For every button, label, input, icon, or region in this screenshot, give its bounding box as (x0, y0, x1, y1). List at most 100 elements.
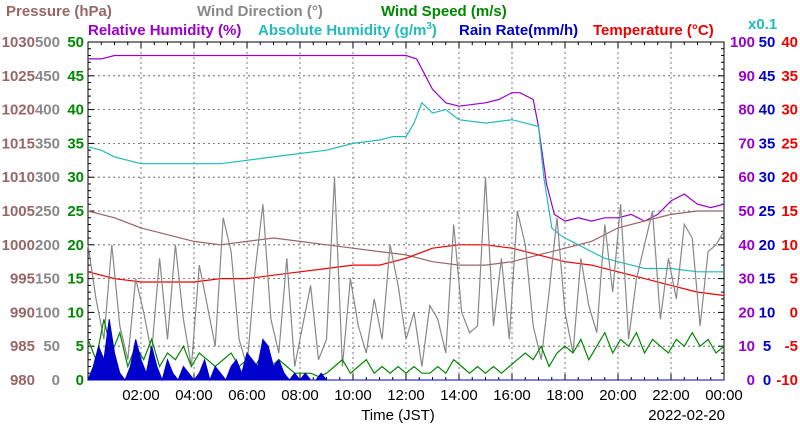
y-tick-label-wind_speed: 20 (67, 237, 84, 254)
x-tick-label: 08:00 (281, 387, 319, 404)
y-tick-label-wind_speed: 40 (67, 102, 84, 119)
y-tick-label-wind_direction: 0 (52, 372, 60, 389)
legend-absolute-humidity-sup: 3 (426, 21, 432, 32)
legend-relative-humidity: Relative Humidity (%) (88, 22, 241, 39)
x-tick-label: 12:00 (387, 387, 425, 404)
x-tick-label: 04:00 (175, 387, 213, 404)
y-tick-label-pressure: 1015 (2, 135, 35, 152)
legend-absolute-humidity: Absolute Humidity (g/m3) (258, 21, 437, 39)
y-tick-label-rain: 10 (759, 304, 776, 321)
legend-temperature: Temperature (°C) (593, 22, 714, 39)
y-tick-label-temperature: -10 (776, 372, 798, 389)
y-tick-label-temperature: 5 (790, 271, 798, 288)
y-tick-label-temperature: 20 (781, 169, 798, 186)
y-tick-label-pressure: 1000 (2, 237, 35, 254)
x-tick-label: 00:00 (705, 387, 743, 404)
y-tick-label-wind_direction: 100 (35, 304, 60, 321)
x-tick-label: 06:00 (228, 387, 266, 404)
y-tick-label-wind_direction: 300 (35, 169, 60, 186)
y-tick-label-wind_speed: 0 (76, 372, 84, 389)
y-tick-label-wind_direction: 350 (35, 135, 60, 152)
y-tick-label-pressure: 1020 (2, 102, 35, 119)
y-tick-label-wind_direction: 500 (35, 34, 60, 51)
y-tick-label-temperature: 0 (790, 304, 798, 321)
y-tick-label-humidity: 40 (738, 237, 755, 254)
y-tick-label-temperature: 30 (781, 102, 798, 119)
y-tick-label-wind_speed: 10 (67, 304, 84, 321)
y-tick-label-pressure: 1030 (2, 34, 35, 51)
y-tick-label-wind_direction: 250 (35, 203, 60, 220)
legend-wind-direction: Wind Direction (°) (197, 3, 323, 20)
y-tick-label-temperature: 35 (781, 68, 798, 85)
y-tick-label-pressure: 995 (10, 271, 35, 288)
series-wind_speed (87, 319, 725, 378)
y-tick-label-wind_speed: 35 (67, 135, 84, 152)
y-tick-label-rain: 45 (759, 68, 776, 85)
y-tick-label-wind_speed: 15 (67, 271, 84, 288)
y-tick-label-pressure: 1025 (2, 68, 35, 85)
series-rain_rate (87, 319, 724, 382)
y-tick-label-rain: 15 (759, 271, 776, 288)
y-tick-label-wind_direction: 400 (35, 102, 60, 119)
y-tick-label-humidity: 0 (747, 372, 755, 389)
y-tick-label-humidity: 20 (738, 304, 755, 321)
y-tick-label-wind_direction: 450 (35, 68, 60, 85)
y-tick-label-humidity: 70 (738, 135, 755, 152)
x-tick-label: 16:00 (493, 387, 531, 404)
x-tick-label: 02:00 (122, 387, 160, 404)
y-tick-label-pressure: 985 (10, 338, 35, 355)
y-tick-label-wind_speed: 25 (67, 203, 84, 220)
y-tick-label-temperature: 25 (781, 135, 798, 152)
y-tick-label-humidity: 60 (738, 169, 755, 186)
y-tick-label-rain: 5 (763, 338, 771, 355)
y-tick-label-temperature: 15 (781, 203, 798, 220)
date-label: 2022-02-20 (648, 407, 725, 424)
y-tick-label-humidity: 50 (738, 203, 755, 220)
y-tick-label-pressure: 1005 (2, 203, 35, 220)
y-tick-label-wind_speed: 45 (67, 68, 84, 85)
y-tick-label-rain: 35 (759, 135, 776, 152)
legend-pressure: Pressure (hPa) (6, 3, 112, 20)
y-tick-label-pressure: 990 (10, 304, 35, 321)
legend-absolute-humidity-prefix: Absolute Humidity (g/m (258, 22, 426, 39)
y-tick-label-rain: 25 (759, 203, 776, 220)
y-tick-label-humidity: 100 (730, 34, 755, 51)
legend-absolute-humidity-suffix: ) (432, 22, 437, 39)
grid-lines (88, 42, 724, 380)
x-tick-label: 10:00 (334, 387, 372, 404)
y-tick-label-pressure: 980 (10, 372, 35, 389)
x-tick-label: 20:00 (599, 387, 637, 404)
y-tick-label-humidity: 80 (738, 102, 755, 119)
y-axis-labels: 9809859909951000100510101015102010251030… (2, 34, 798, 389)
y-tick-label-humidity: 10 (738, 338, 755, 355)
y-tick-label-pressure: 1010 (2, 169, 35, 186)
x-axis-title: Time (JST) (361, 407, 435, 424)
y-tick-label-rain: 40 (759, 102, 776, 119)
data-series (87, 54, 725, 382)
y-tick-label-rain: 50 (759, 34, 776, 51)
y-tick-label-wind_speed: 50 (67, 34, 84, 51)
y-tick-label-wind_speed: 30 (67, 169, 84, 186)
y-tick-label-humidity: 30 (738, 271, 755, 288)
y-tick-label-wind_direction: 150 (35, 271, 60, 288)
y-tick-label-temperature: 40 (781, 34, 798, 51)
x-axis-labels: 02:00 04:00 06:00 08:00 10:00 12:00 14:00 16:00… (122, 387, 743, 404)
x-tick-label: 18:00 (546, 387, 584, 404)
x-tick-label: 22:00 (652, 387, 690, 404)
y-tick-label-rain: 20 (759, 237, 776, 254)
x-tick-label: 14:00 (440, 387, 478, 404)
y-tick-label-wind_speed: 5 (76, 338, 84, 355)
abs-scale-note: x0.1 (748, 16, 777, 33)
legend-wind-speed: Wind Speed (m/s) (381, 3, 507, 20)
y-tick-label-temperature: -5 (785, 338, 798, 355)
y-tick-label-rain: 30 (759, 169, 776, 186)
series-wind_direction (87, 177, 725, 367)
y-tick-label-humidity: 90 (738, 68, 755, 85)
y-tick-label-temperature: 10 (781, 237, 798, 254)
y-tick-label-wind_direction: 50 (43, 338, 60, 355)
series-temperature (87, 244, 725, 297)
y-tick-label-rain: 0 (763, 372, 771, 389)
legend-rain-rate: Rain Rate(mm/h) (459, 22, 578, 39)
y-tick-label-wind_direction: 200 (35, 237, 60, 254)
